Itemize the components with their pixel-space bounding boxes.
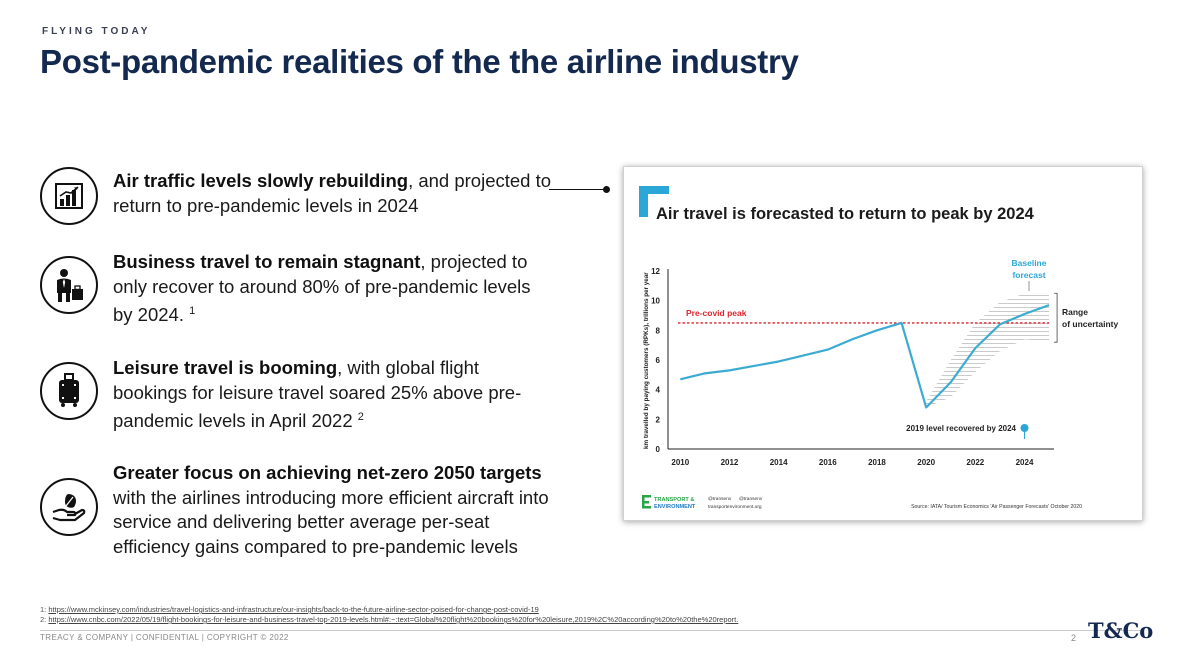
- brand-website: transportenvironment.org: [708, 504, 762, 510]
- growth-chart-icon: [40, 167, 98, 225]
- transport-environment-logo: TRANSPORT & ENVIRONMENT: [642, 495, 696, 510]
- x-tick-label: 2010: [671, 458, 689, 467]
- bullet-text: Air traffic levels slowly rebuilding, an…: [113, 170, 552, 216]
- range-label-2: of uncertainty: [1062, 319, 1118, 329]
- x-tick-label: 2012: [721, 458, 739, 467]
- y-axis-label: km travelled by paying customers (RPKs),…: [643, 272, 650, 449]
- bullet-text: Leisure travel is booming, with global f…: [113, 357, 522, 431]
- range-label-1: Range: [1062, 307, 1088, 317]
- page-number: 2: [1071, 633, 1077, 643]
- footnote-2: 2: https://www.cnbc.com/2022/05/19/fligh…: [40, 615, 739, 624]
- x-tick-label: 2016: [819, 458, 837, 467]
- y-tick-label: 6: [656, 356, 661, 365]
- hand-leaf-icon: [40, 478, 98, 536]
- chart-card: Air travel is forecasted to return to pe…: [623, 166, 1143, 521]
- suitcase-icon: [40, 362, 98, 420]
- brand-social-1: @transenv: [708, 496, 732, 502]
- footer-text: TREACY & COMPANY | CONFIDENTIAL | COPYRI…: [40, 633, 289, 642]
- recovered-label: 2019 level recovered by 2024: [906, 424, 1016, 433]
- bullet-text: Business travel to remain stagnant, proj…: [113, 251, 531, 325]
- series-line: [680, 304, 1050, 409]
- footnote-link-1[interactable]: https://www.mckinsey.com/industries/trav…: [48, 605, 539, 614]
- x-tick-label: 2022: [966, 458, 984, 467]
- brand-name-1: TRANSPORT &: [654, 497, 694, 503]
- chart-bracket-icon: [639, 186, 669, 217]
- baseline-label-1: Baseline: [1012, 258, 1047, 268]
- x-tick-label: 2020: [917, 458, 935, 467]
- line-chart: Air travel is forecasted to return to pe…: [639, 186, 1118, 510]
- x-tick-label: 2014: [770, 458, 788, 467]
- baseline-label-2: forecast: [1012, 270, 1045, 280]
- peak-label: Pre-covid peak: [686, 308, 747, 318]
- business-traveler-icon: [40, 256, 98, 314]
- range-bracket: [1054, 292, 1058, 343]
- company-logo: T&Co: [1088, 618, 1154, 643]
- brand-name-2: ENVIRONMENT: [654, 504, 696, 510]
- chart-source: Source: IATA/ Tourism Economics 'Air Pas…: [911, 504, 1082, 510]
- y-tick-label: 8: [656, 326, 661, 335]
- footer-divider: [40, 630, 1143, 631]
- y-tick-label: 2: [656, 415, 661, 424]
- x-tick-label: 2024: [1016, 458, 1034, 467]
- recovered-marker-dot: [1020, 424, 1029, 432]
- section-kicker: FLYING TODAY: [42, 26, 151, 37]
- connector-line: [549, 189, 607, 190]
- footnote-1: 1: https://www.mckinsey.com/industries/t…: [40, 605, 539, 614]
- bullet-text: Greater focus on achieving net-zero 2050…: [113, 462, 549, 557]
- footnotes: 1: https://www.mckinsey.com/industries/t…: [40, 605, 738, 625]
- connector-dot: [603, 186, 610, 193]
- y-tick-label: 12: [651, 267, 660, 276]
- brand-social-2: @transenv: [739, 496, 763, 502]
- page-title: Post-pandemic realities of the the airli…: [40, 43, 799, 80]
- uncertainty-band: [926, 293, 1050, 408]
- y-tick-label: 4: [656, 386, 661, 395]
- y-tick-label: 10: [651, 297, 660, 306]
- chart-title: Air travel is forecasted to return to pe…: [656, 205, 1035, 223]
- x-tick-label: 2018: [868, 458, 886, 467]
- y-tick-label: 0: [656, 445, 661, 454]
- footnote-link-2[interactable]: https://www.cnbc.com/2022/05/19/flight-b…: [48, 615, 739, 624]
